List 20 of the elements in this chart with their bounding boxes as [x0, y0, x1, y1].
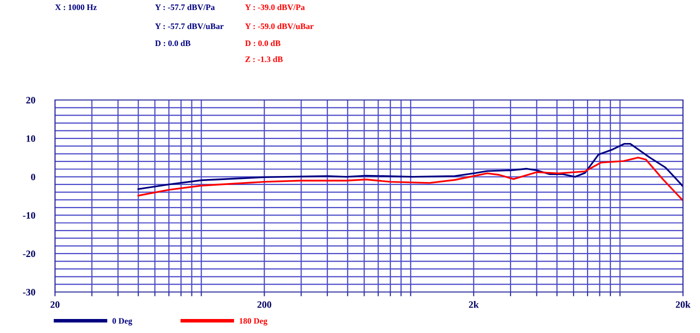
text: D : 0.0 dB: [245, 40, 280, 46]
text: Y : -57.7 dBV/Pa: [155, 4, 215, 10]
text: X : 1000 Hz: [55, 4, 97, 10]
x-tick-label: 20: [50, 301, 60, 308]
x-tick-label: 200: [257, 301, 272, 308]
text: Y : -59.0 dBV/uBar: [245, 23, 314, 30]
text: D : 0.0 dB: [155, 40, 190, 46]
text: Z : -1.3 dB: [245, 56, 283, 62]
text: Y : -57.7 dBV/uBar: [155, 23, 224, 30]
y-tick-label: -20: [22, 250, 36, 258]
y-tick-label: -10: [22, 212, 36, 219]
text: Y : -39.0 dBV/Pa: [245, 4, 305, 10]
x-tick-label: 2k: [468, 301, 479, 308]
y-tick-label: -30: [22, 288, 36, 296]
text: 0 Deg: [112, 318, 132, 326]
y-tick-label: 20: [26, 96, 36, 104]
x-tick-label: 20k: [676, 301, 691, 308]
y-tick-label: 0: [31, 174, 36, 180]
y-tick-label: 10: [26, 135, 36, 142]
text: 180 Deg: [240, 318, 268, 326]
